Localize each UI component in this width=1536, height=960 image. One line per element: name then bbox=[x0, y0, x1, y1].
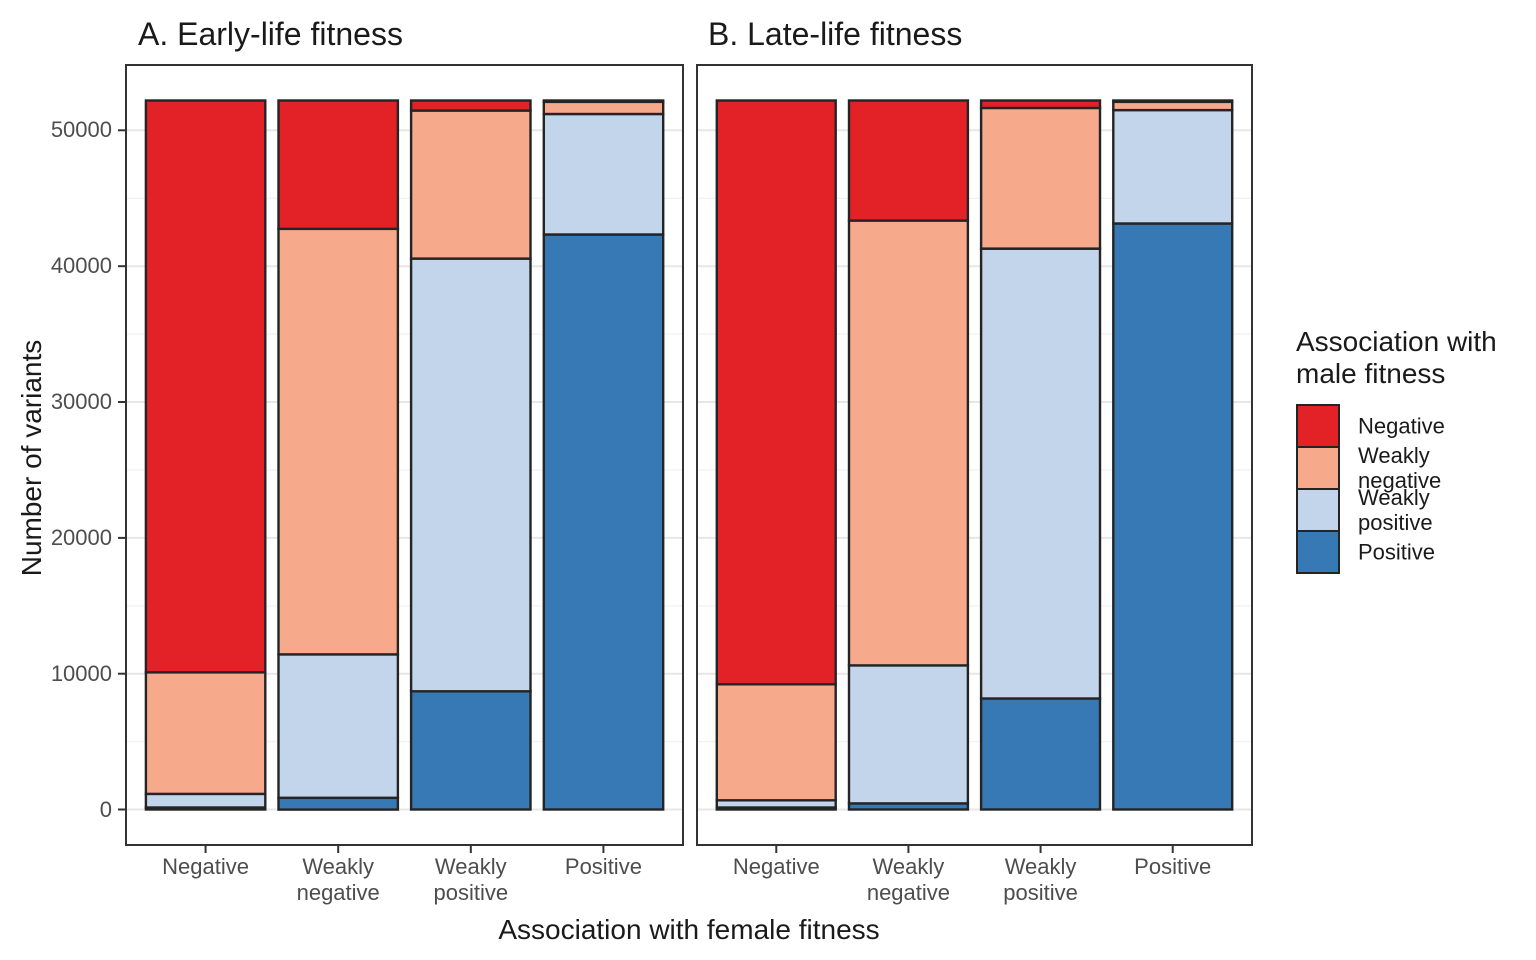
legend: Association with male fitness Negative W… bbox=[1296, 326, 1526, 644]
x-tick-label-b-weakly-negative: Weakly negative bbox=[866, 854, 951, 905]
legend-key-weakly-positive bbox=[1296, 488, 1340, 532]
x-tick-label-a-weakly-positive: Weakly positive bbox=[433, 854, 509, 905]
x-tick-label-b-positive: Positive bbox=[1134, 854, 1212, 879]
legend-key-negative bbox=[1296, 404, 1340, 448]
x-tick-label-a-weakly-negative: Weakly negative bbox=[296, 854, 380, 905]
y-tick-label: 10000 bbox=[50, 660, 112, 686]
y-tick-label: 0 bbox=[99, 796, 112, 822]
x-tick-label-a-negative: Negative bbox=[162, 854, 249, 879]
legend-key-weakly-negative bbox=[1296, 446, 1340, 490]
y-tick-label: 50000 bbox=[50, 117, 112, 143]
y-tick-label: 30000 bbox=[50, 389, 112, 415]
x-tick-label-a-positive: Positive bbox=[564, 854, 642, 879]
legend-label-weakly-negative: Weakly negative bbox=[1358, 443, 1442, 493]
panel-a-title: A. Early-life fitness bbox=[138, 16, 403, 52]
legend-title: Association with male fitness bbox=[1296, 326, 1497, 389]
panel-b-title: B. Late-life fitness bbox=[708, 16, 963, 52]
x-tick-label-b-weakly-positive: Weakly positive bbox=[1003, 854, 1078, 905]
legend-label-weakly-positive: Weakly positive bbox=[1358, 485, 1433, 535]
y-tick-label: 40000 bbox=[50, 253, 112, 279]
legend-key-positive bbox=[1296, 530, 1340, 574]
legend-label-negative: Negative bbox=[1358, 413, 1445, 439]
x-tick-label-b-negative: Negative bbox=[732, 854, 820, 879]
legend-label-positive: Positive bbox=[1358, 539, 1436, 565]
y-tick-label: 20000 bbox=[50, 524, 112, 550]
y-axis-title: Number of variants bbox=[16, 339, 47, 577]
x-axis-title: Association with female fitness bbox=[498, 914, 880, 945]
